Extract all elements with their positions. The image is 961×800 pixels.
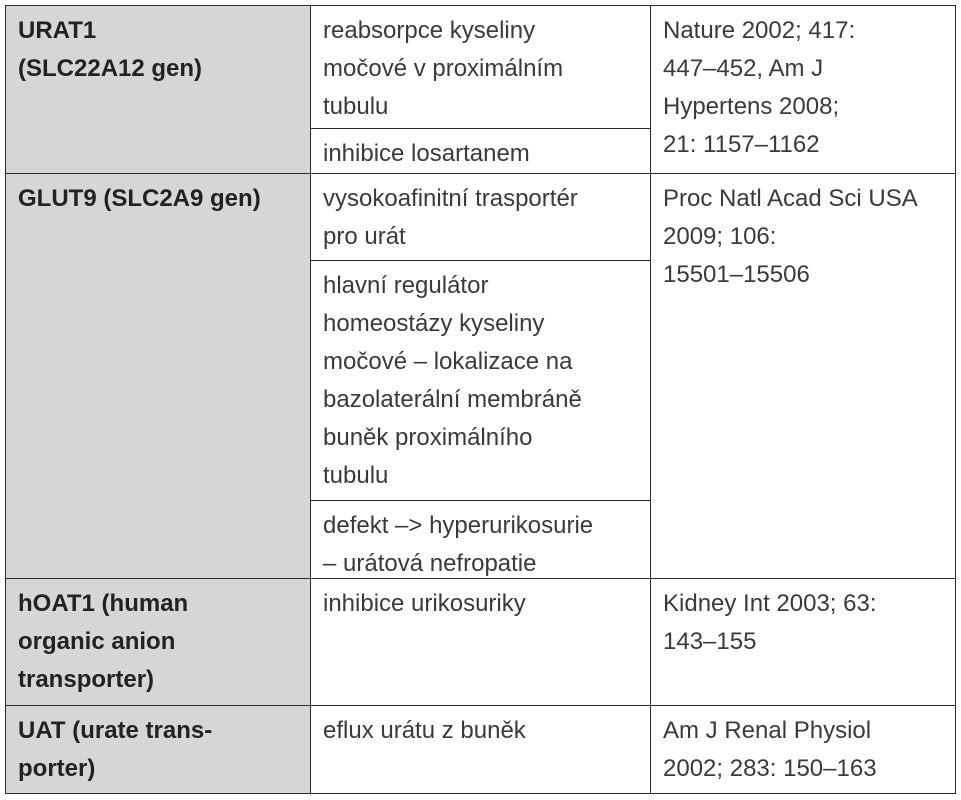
gene-cell: GLUT9 (SLC2A9 gen) [5, 173, 311, 579]
text-line: GLUT9 (SLC2A9 gen) [18, 185, 261, 212]
text-line: Kidney Int 2003; 63: [663, 590, 877, 617]
text-line: Proc Natl Acad Sci USA [663, 185, 918, 212]
text-line: inhibice losartanem [323, 140, 530, 167]
text-line: inhibice urikosuriky [323, 590, 526, 617]
text-line: UAT (urate trans- [18, 717, 213, 744]
text-line: reabsorpce kyseliny [323, 17, 536, 44]
text-line: bazolaterální membráně [323, 386, 582, 413]
reference-cell: Kidney Int 2003; 63: 143–155 [650, 578, 956, 706]
text-line: buněk proximálního [323, 424, 533, 451]
text-line: hlavní regulátor [323, 272, 489, 299]
text-line: 447–452, Am J [663, 55, 824, 82]
text-line: vysokoafinitní trasportér [323, 185, 578, 212]
gene-cell: UAT (urate trans-porter) [5, 705, 311, 794]
text-line: močové v proximálním [323, 55, 564, 82]
text-line: 21: 1157–1162 [663, 131, 820, 158]
function-cell: inhibice losartanem [310, 128, 651, 174]
text-line: – urátová nefropatie [323, 550, 537, 577]
function-cell: defekt –> hyperurikosurie – urátová nefro… [310, 500, 651, 579]
text-line: hOAT1 (human [18, 590, 189, 617]
text-line: homeostázy kyseliny [323, 310, 545, 337]
text-line: Hypertens 2008; [663, 93, 840, 120]
text-line: URAT1 [18, 17, 97, 44]
text-line: Am J Renal Physiol [663, 717, 872, 744]
text-line: (SLC22A12 gen) [18, 55, 203, 82]
text-line: eflux urátu z buněk [323, 717, 526, 744]
text-line: organic anion [18, 628, 176, 655]
gene-cell: URAT1 (SLC22A12 gen) [5, 5, 311, 174]
text-line: 2009; 106: [663, 223, 777, 250]
function-cell: hlavní regulátor homeostázy kyseliny močov… [310, 260, 651, 501]
text-line: 143–155 [663, 628, 757, 655]
function-cell: eflux urátu z buněk [310, 705, 651, 794]
text-line: tubulu [323, 462, 389, 489]
function-cell: inhibice urikosuriky [310, 578, 651, 706]
reference-cell: Nature 2002; 417: 447–452, Am J Hypertens … [650, 5, 956, 174]
text-line: 2002; 283: 150–163 [663, 755, 877, 782]
function-cell: reabsorpce kyseliny močové v proximálním t… [310, 5, 651, 129]
text-line: defekt –> hyperurikosurie [323, 512, 594, 539]
text-line: 15501–15506 [663, 261, 810, 288]
reference-cell: Proc Natl Acad Sci USA 2009; 106: 15501–15… [650, 173, 956, 579]
text-line: močové – lokalizace na [323, 348, 573, 375]
reference-cell: Am J Renal Physiol 2002; 283: 150–163 [650, 705, 956, 794]
text-line: porter) [18, 755, 96, 782]
text-line: tubulu [323, 93, 389, 120]
text-line: transporter) [18, 666, 155, 693]
text-line: pro urát [323, 223, 406, 250]
function-cell: vysokoafinitní trasportér pro urát [310, 173, 651, 261]
text-line: Nature 2002; 417: [663, 17, 856, 44]
gene-cell: hOAT1 (human organic anion transporter) [5, 578, 311, 706]
